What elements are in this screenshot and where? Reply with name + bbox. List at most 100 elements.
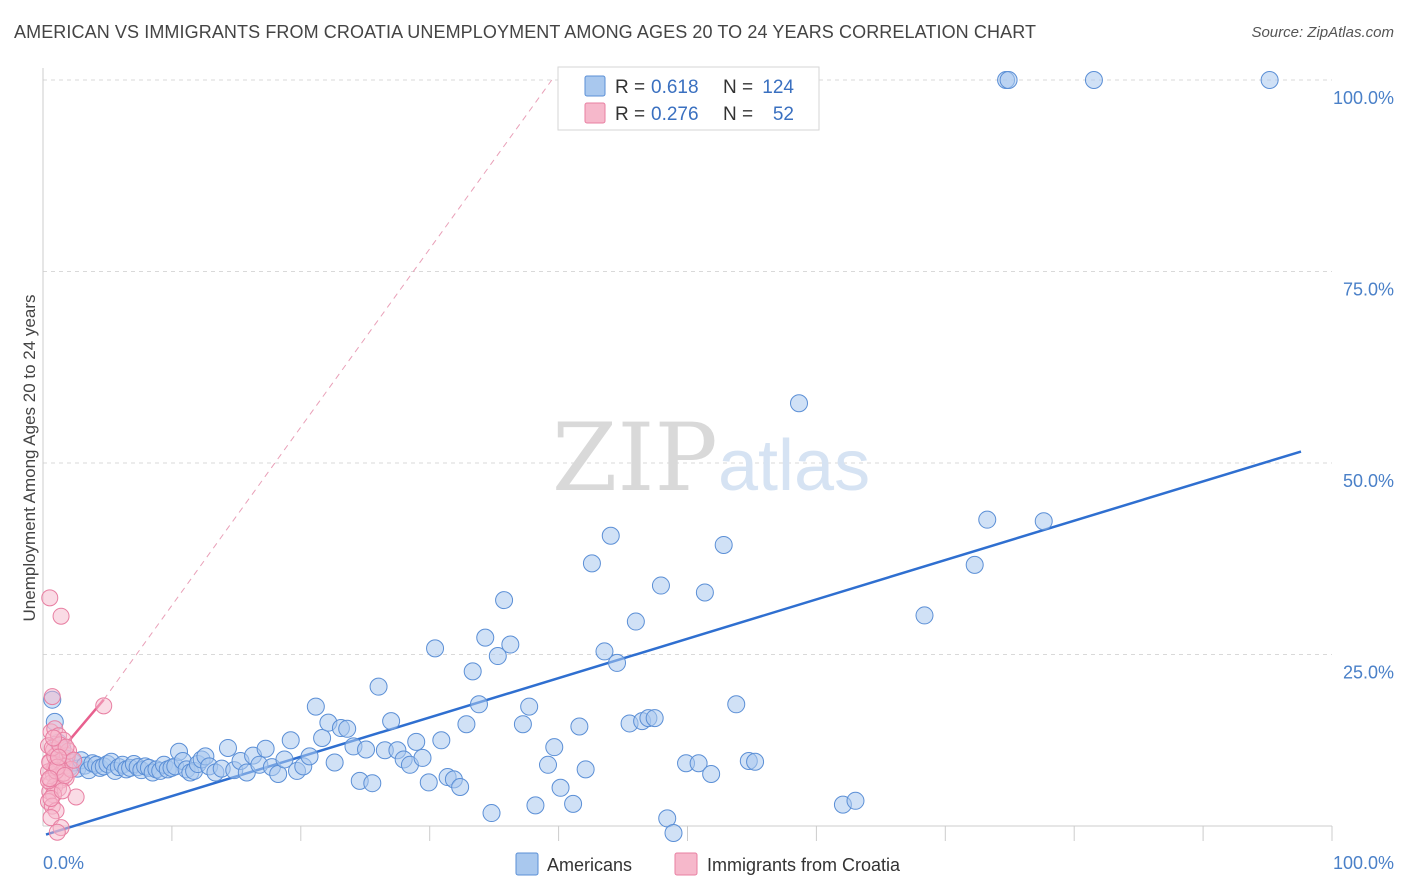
gridlines [43,79,1332,655]
croatia-point [50,748,68,766]
americans-point [488,647,507,666]
americans-point [218,738,237,757]
croatia-point [41,589,59,607]
americans-point [363,774,382,793]
legend-swatch-croatia [584,102,606,124]
americans-point [664,823,683,842]
americans-point [689,754,708,773]
legend-r-label-americans: R = [615,77,645,98]
americans-point [357,740,376,759]
americans-point [746,752,765,771]
croatia-point [45,729,63,747]
americans-point [999,71,1018,89]
americans-point [501,635,520,654]
americans-point [1260,71,1279,89]
americans-point [545,738,564,757]
legend-n-label-croatia: N = [723,104,753,125]
americans-point [463,662,482,681]
croatia-point [53,782,71,800]
x-tick-label-min: 0.0% [43,853,84,873]
croatia-point [43,688,61,706]
legend-n-value-croatia: 52 [773,104,794,125]
americans-point [325,753,344,772]
croatia-points [40,589,113,841]
croatia-point [65,751,83,769]
y-tick-label: 75.0% [1343,280,1394,300]
americans-point [1034,512,1053,531]
americans-point [526,796,545,815]
americans-point [426,639,445,658]
source-credit: Source: ZipAtlas.com [1251,24,1394,41]
americans-point [520,697,539,716]
americans-point [419,773,438,792]
americans-point [645,709,664,728]
americans-point [275,750,294,769]
americans-point [601,526,620,545]
croatia-point [48,823,66,841]
y-tick-label: 50.0% [1343,471,1394,491]
bottom-legend-label-americans: Americans [547,855,632,875]
y-tick-labels: 25.0% 50.0% 75.0% 100.0% [1333,88,1394,683]
americans-point [915,606,934,625]
legend-r-value-croatia: 0.276 [651,104,699,125]
americans-point [1084,71,1103,89]
americans-point [965,555,984,574]
americans-point [407,732,426,751]
croatia-point [41,770,59,788]
chart-title: AMERICAN VS IMMIGRANTS FROM CROATIA UNEM… [14,22,1037,42]
americans-point [978,510,997,529]
americans-point [714,535,733,554]
americans-point [582,554,601,573]
watermark-atlas: atlas [718,426,870,506]
americans-point [551,778,570,797]
legend-n-value-americans: 124 [762,77,794,98]
x-tick-label-max: 100.0% [1333,853,1394,873]
americans-point [469,695,488,714]
americans-point [300,747,319,766]
stats-legend: R = 0.618 N = 124 R = 0.276 N = 52 [557,66,820,131]
americans-point [256,739,275,758]
y-axis-title: Unemployment Among Ages 20 to 24 years [20,295,39,622]
legend-r-label-croatia: R = [615,104,645,125]
watermark: ZIP atlas [552,404,870,513]
americans-point [702,764,721,783]
americans-point [790,394,808,413]
americans-point [313,728,332,747]
legend-n-label-americans: N = [723,77,753,98]
croatia-point [95,697,113,715]
americans-point [495,591,514,610]
legend-swatch-americans [584,75,606,97]
bottom-legend-swatch-americans [515,852,539,876]
americans-point [570,717,589,736]
bottom-legend-swatch-croatia [674,852,698,876]
croatia-point [56,767,74,785]
americans-point [338,719,357,738]
americans-point [564,794,583,813]
americans-point [576,760,595,779]
y-tick-label: 100.0% [1333,88,1394,108]
y-tick-label: 25.0% [1343,663,1394,683]
americans-point [846,791,865,810]
americans-point [539,755,557,774]
americans-point [451,778,470,797]
americans-point [369,677,388,696]
x-tick-marks [171,826,1333,841]
americans-point [608,653,627,672]
americans-point [413,748,432,767]
bottom-legend-label-croatia: Immigrants from Croatia [707,855,901,875]
americans-point [513,715,532,734]
americans-point [281,731,300,750]
americans-point [626,612,645,631]
americans-point [382,712,401,731]
croatia-point [52,607,70,625]
americans-point [482,804,501,823]
croatia-trend-extension [103,79,553,700]
americans-point [457,715,476,734]
americans-point [432,731,451,750]
legend-r-value-americans: 0.618 [651,77,699,98]
americans-point [651,576,670,595]
americans-point [306,697,325,716]
watermark-zip: ZIP [552,404,718,513]
americans-point [727,695,746,714]
